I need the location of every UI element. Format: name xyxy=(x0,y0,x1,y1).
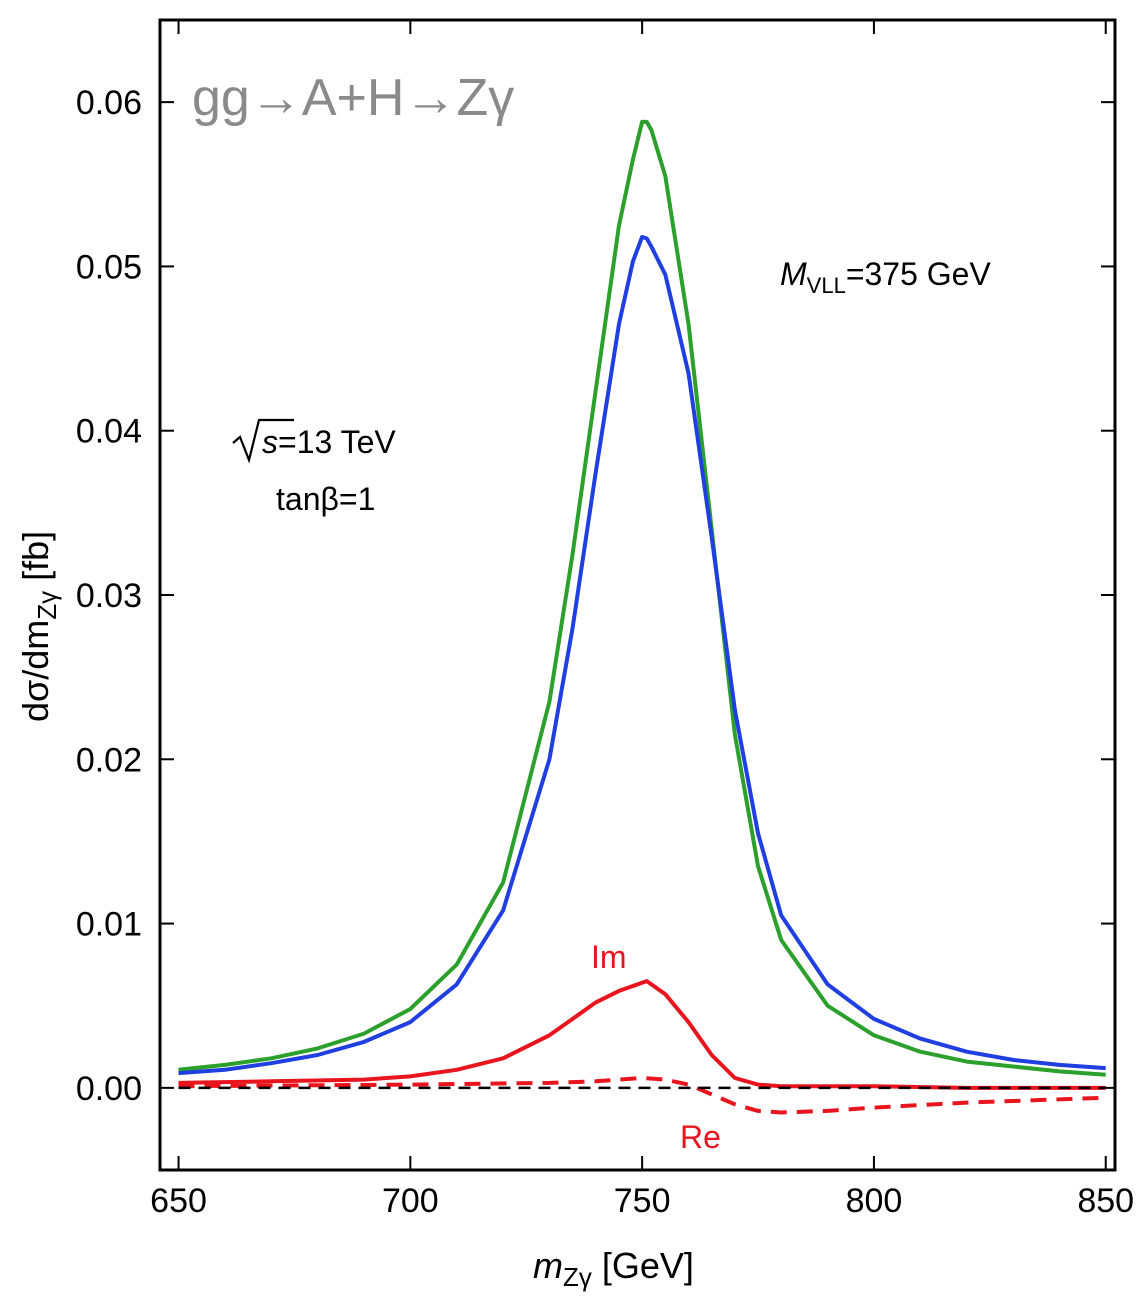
y-tick-label: 0.04 xyxy=(76,413,142,451)
x-tick-label: 650 xyxy=(150,1182,207,1220)
x-tick-label: 750 xyxy=(614,1182,671,1220)
y-tick-label: 0.06 xyxy=(76,84,142,122)
tick-group: 650 700 750 800 850 0.00 0.01 0.02 0.03 0.04 0.05 0… xyxy=(76,20,1134,1220)
y-tick-label: 0.03 xyxy=(76,577,142,615)
y-axis-title: dσ/dmZγ [fb] xyxy=(15,531,62,722)
re-red-dashed-line xyxy=(178,1076,1106,1115)
sqrt-symbol xyxy=(232,418,294,464)
y-tick-label: 0.05 xyxy=(76,248,142,286)
sqrt-s-annotation: s=13 TeV xyxy=(232,418,396,464)
y-tick-label: 0.00 xyxy=(76,1070,142,1108)
svg-text:s=13 TeV: s=13 TeV xyxy=(262,424,396,460)
sum-green-line xyxy=(178,119,1106,1077)
mvll-annotation: MVLL=375 GeV xyxy=(780,256,991,298)
x-tick-label: 700 xyxy=(382,1182,439,1220)
x-tick-label: 800 xyxy=(846,1182,903,1220)
blue-line xyxy=(178,234,1106,1076)
plot-frame xyxy=(158,18,1117,1172)
x-axis-title: mZγ [GeV] xyxy=(533,1245,694,1292)
y-tick-label: 0.02 xyxy=(76,741,142,779)
im-red-line xyxy=(178,979,1106,1090)
re-label: Re xyxy=(680,1119,721,1155)
x-tick-label: 850 xyxy=(1077,1182,1134,1220)
series-group xyxy=(178,119,1106,1115)
chart-title: gg→A+H→Zγ xyxy=(192,69,514,127)
tanbeta-annotation: tanβ=1 xyxy=(276,481,375,517)
y-tick-label: 0.01 xyxy=(76,906,142,944)
im-label: Im xyxy=(591,939,627,975)
